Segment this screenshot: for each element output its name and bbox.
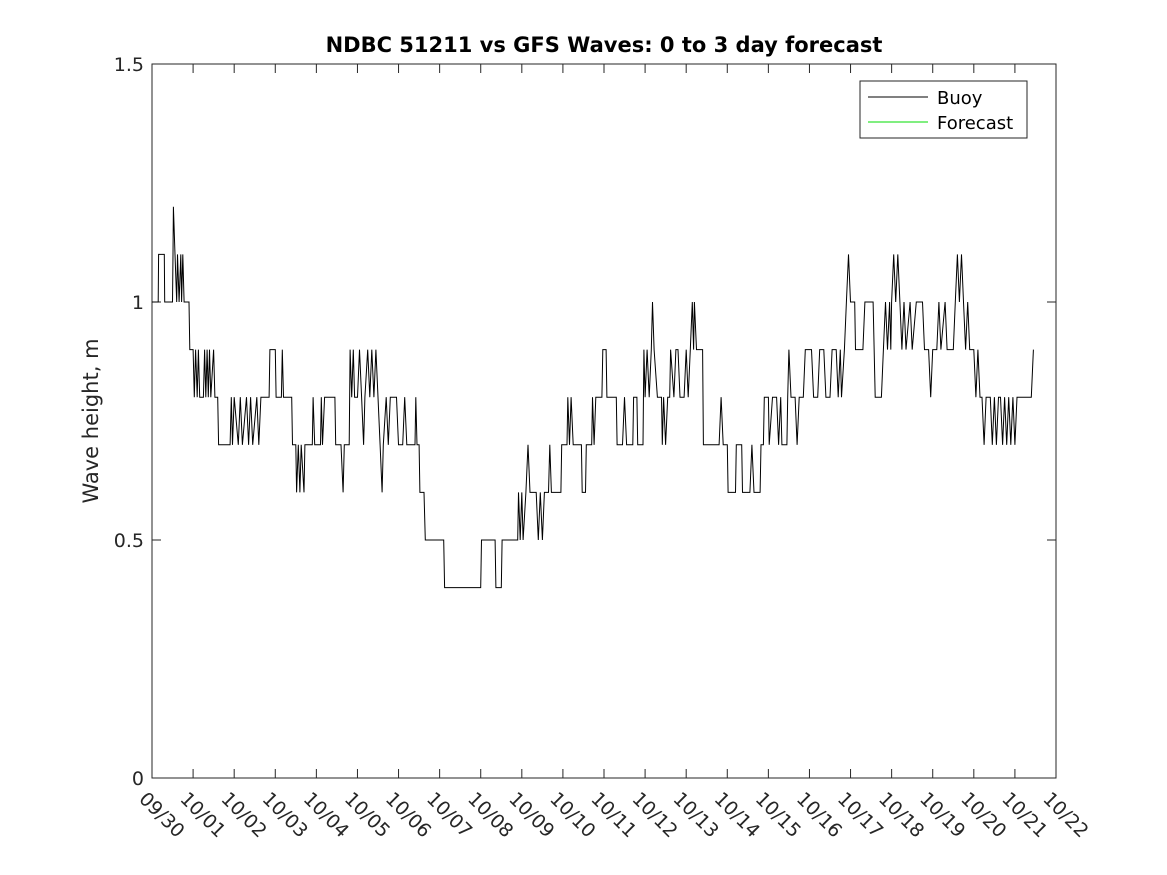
y-axis-ticks: 0 0.5 1 1.5	[114, 54, 1056, 790]
y-tick-label: 1	[132, 292, 144, 314]
legend-label-buoy: Buoy	[937, 88, 983, 109]
y-tick-label: 1.5	[114, 54, 144, 76]
series-layer	[152, 206, 1034, 589]
legend-box	[859, 80, 1028, 139]
y-axis-label: Wave height, m	[79, 338, 103, 503]
chart-title: NDBC 51211 vs GFS Waves: 0 to 3 day fore…	[326, 33, 883, 57]
y-tick-label: 0.5	[114, 530, 144, 552]
series-line-buoy	[152, 206, 1034, 589]
legend: Buoy Forecast	[859, 80, 1028, 139]
legend-label-forecast: Forecast	[937, 113, 1013, 134]
plot-area	[151, 63, 1057, 779]
y-tick-label: 0	[132, 768, 144, 790]
